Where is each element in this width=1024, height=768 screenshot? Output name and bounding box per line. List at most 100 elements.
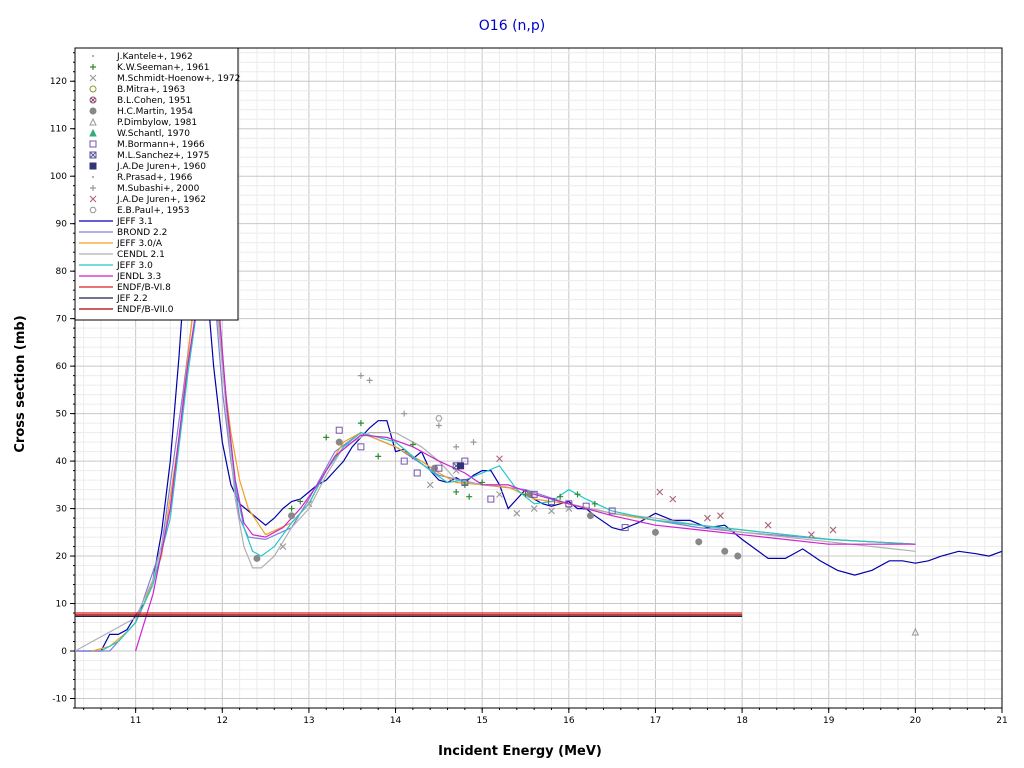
legend-label: J.A.De Juren+, 1962 — [116, 195, 206, 205]
y-tick-label: 100 — [50, 172, 67, 182]
x-tick-label: 20 — [910, 716, 922, 726]
data-point — [582, 502, 590, 510]
data-point — [764, 521, 772, 529]
data-point — [734, 552, 742, 560]
x-tick-label: 13 — [303, 716, 314, 726]
legend-marker — [89, 128, 97, 137]
data-point — [808, 531, 815, 539]
axis-ticks: 11 12 13 14 15 16 17 18 19 20 21 -10 0 10 20 30 40 50 60 70… — [50, 52, 1008, 726]
y-tick-label: 30 — [56, 505, 68, 515]
legend-marker — [89, 107, 97, 115]
legend-label: P.Dimbylow, 1981 — [117, 118, 197, 128]
data-point — [557, 493, 564, 500]
legend-marker — [90, 97, 96, 103]
data-point — [669, 495, 677, 503]
data-point — [704, 514, 711, 522]
x-tick-label: 12 — [217, 716, 228, 726]
legend-marker — [90, 64, 96, 70]
data-point — [288, 505, 295, 512]
legend-marker — [89, 195, 97, 203]
data-point — [357, 443, 365, 451]
data-point — [335, 438, 343, 446]
data-point — [548, 507, 555, 515]
y-tick-label: 110 — [50, 125, 67, 135]
y-tick-label: 40 — [56, 457, 68, 467]
plot-area — [74, 47, 1003, 709]
data-point — [461, 481, 468, 488]
data-point — [305, 500, 313, 508]
x-tick-label: 18 — [736, 716, 748, 726]
x-tick-label: 11 — [130, 716, 141, 726]
legend-label: B.Mitra+, 1963 — [117, 85, 185, 95]
data-point — [426, 481, 434, 489]
data-point — [466, 493, 473, 500]
legend-label: ENDF/B-VI.8 — [117, 283, 171, 293]
legend-label: JEFF 3.0/A — [116, 239, 163, 249]
data-point — [496, 455, 503, 463]
data-point — [461, 478, 469, 486]
y-tick-label: 50 — [56, 410, 68, 420]
data-point — [253, 554, 261, 562]
data-point — [530, 490, 538, 498]
data-point — [288, 512, 296, 520]
y-tick-label: 90 — [56, 220, 68, 230]
legend-label: M.Subashi+, 2000 — [117, 184, 200, 194]
data-point — [461, 457, 469, 465]
data-point — [400, 457, 408, 465]
legend-marker — [89, 151, 97, 159]
legend-marker — [89, 74, 97, 82]
legend-box — [74, 47, 239, 321]
legend-label: W.Schantl, 1970 — [117, 129, 190, 139]
data-point — [479, 479, 486, 486]
legend-marker — [92, 176, 94, 178]
data-point — [574, 491, 581, 498]
data-point — [487, 495, 495, 503]
x-tick-label: 16 — [563, 716, 575, 726]
data-point — [829, 526, 837, 534]
data-point — [297, 498, 304, 505]
series-markers — [253, 372, 920, 636]
legend-marker — [89, 206, 97, 214]
legend-label: M.Bormann+, 1966 — [117, 140, 205, 150]
legend-label: JEFF 3.1 — [116, 217, 153, 227]
data-point — [608, 507, 616, 515]
legend-label: CENDL 2.1 — [117, 250, 165, 260]
data-point — [366, 377, 373, 384]
legend-label: JEF 2.2 — [116, 294, 148, 304]
legend-label: ENDF/B-VII.0 — [117, 305, 174, 315]
legend-marker — [92, 55, 94, 57]
data-point — [496, 490, 503, 498]
data-point — [526, 490, 534, 498]
data-point — [513, 509, 521, 517]
y-tick-label: 20 — [56, 552, 68, 562]
legend-marker — [89, 151, 97, 159]
legend-label: J.Kantele+, 1962 — [116, 52, 193, 62]
data-point — [323, 434, 330, 441]
legend-marker — [89, 117, 97, 126]
y-tick-label: -10 — [52, 695, 67, 705]
y-axis-label: Cross section (mb) — [13, 315, 28, 452]
data-point — [375, 453, 382, 460]
y-tick-label: 120 — [50, 77, 67, 87]
data-point — [357, 372, 364, 379]
legend-label: E.B.Paul+, 1953 — [117, 206, 190, 216]
data-point — [586, 512, 594, 520]
data-point — [565, 500, 573, 508]
data-point — [335, 426, 343, 434]
legend-label: M.L.Sanchez+, 1975 — [117, 151, 210, 161]
data-point — [717, 512, 724, 520]
data-point — [591, 500, 598, 507]
x-tick-label: 19 — [823, 716, 835, 726]
y-tick-label: 70 — [56, 315, 68, 325]
x-tick-label: 15 — [476, 716, 487, 726]
data-point — [401, 410, 408, 417]
legend-label: H.C.Martin, 1954 — [117, 107, 193, 117]
legend-marker — [89, 162, 97, 170]
legend-marker — [89, 96, 97, 104]
legend-label: J.A.De Juren+, 1960 — [116, 162, 206, 172]
data-point — [453, 443, 460, 450]
data-point — [453, 488, 460, 495]
y-tick-label: 10 — [56, 600, 68, 610]
x-axis-label: Incident Energy (MeV) — [438, 744, 602, 759]
